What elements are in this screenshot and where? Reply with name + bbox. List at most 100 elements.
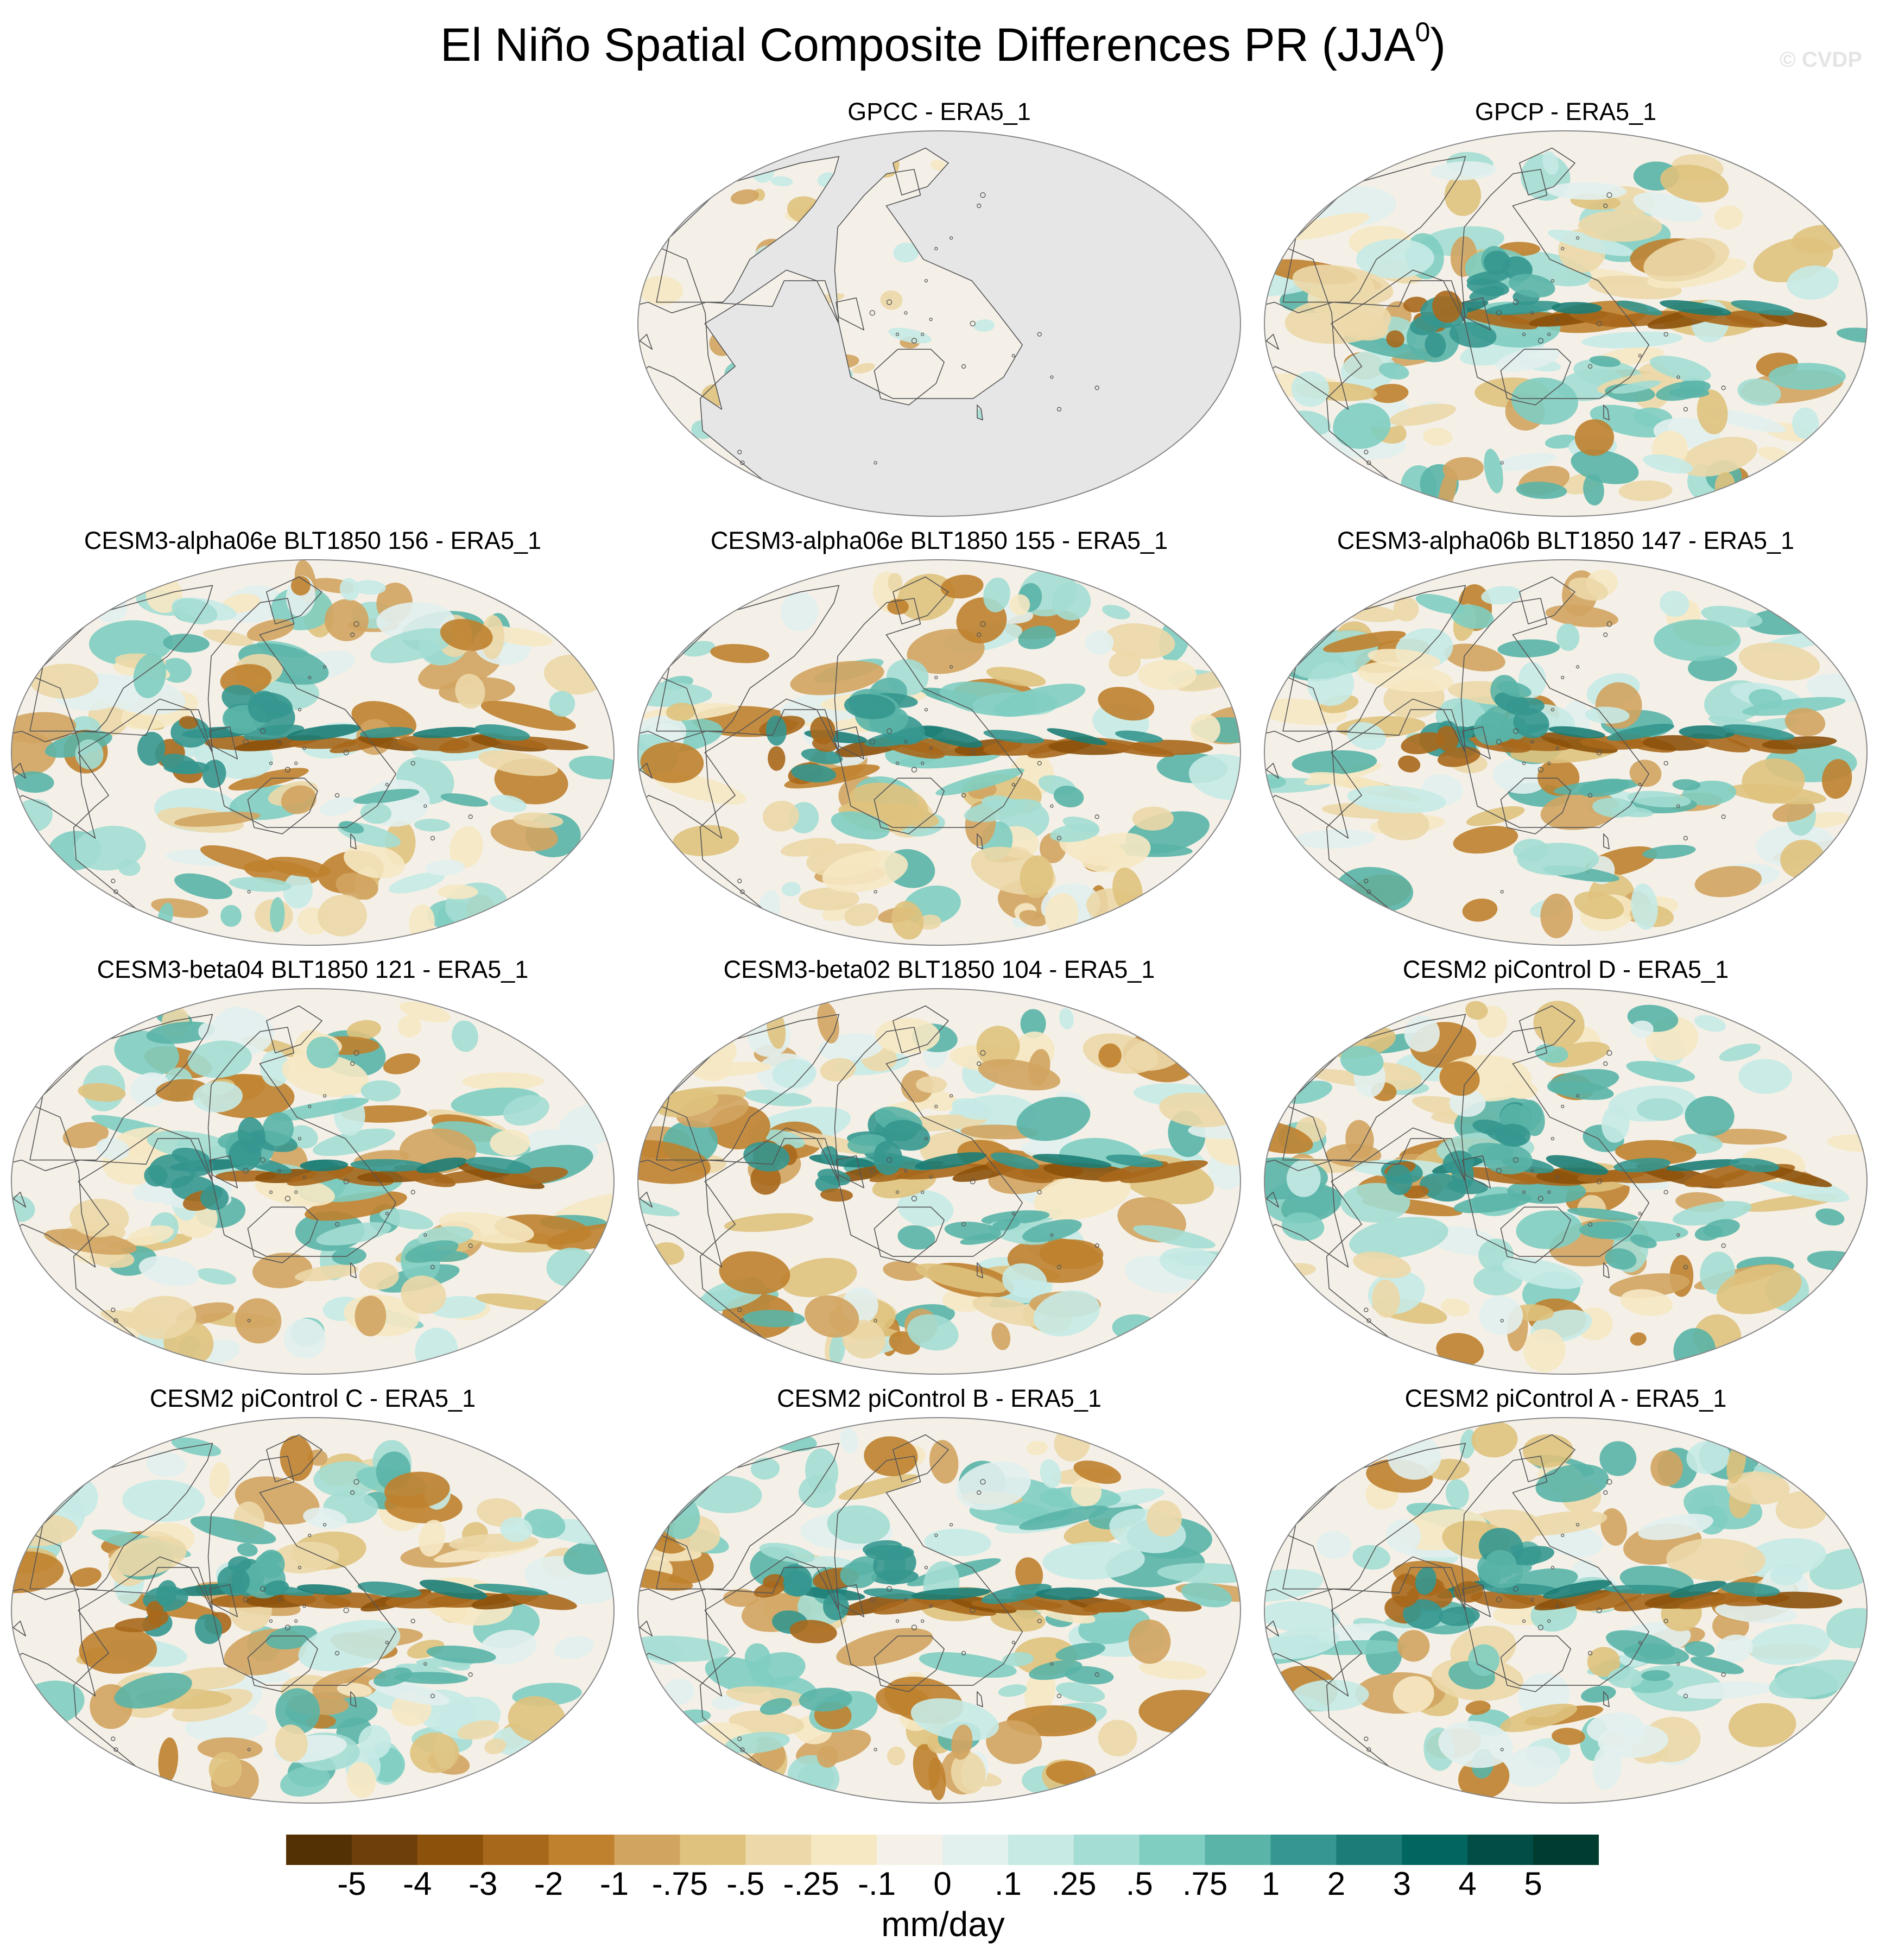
island-coastline	[1555, 1175, 1559, 1179]
anomaly-patch	[197, 1737, 263, 1760]
coastline	[1500, 1635, 1571, 1692]
anomaly-patch	[638, 1197, 680, 1217]
anomaly-patch	[1353, 1251, 1411, 1279]
anomaly-patch	[1349, 1217, 1448, 1259]
island-coastline	[322, 1094, 327, 1098]
maritime-anomaly	[1398, 755, 1421, 773]
colorbar-tick-label: 5	[1524, 1866, 1542, 1902]
island-coastline	[1496, 1168, 1502, 1174]
panel-title: CESM2 piControl C - ERA5_1	[149, 1384, 476, 1412]
island-coastline	[1550, 1136, 1555, 1141]
island-coastline	[1011, 1641, 1015, 1645]
anomaly-patch	[352, 580, 386, 595]
spcz-anomaly	[1669, 388, 1710, 399]
island-coastline	[1522, 761, 1526, 765]
map-panel-cesm3-alpha06b-147: CESM3-alpha06b BLT1850 147 - ERA5_1	[1256, 526, 1875, 954]
island-coastline	[277, 1598, 281, 1602]
itcz-wet-anomaly	[466, 1156, 531, 1174]
island-coastline	[961, 1651, 966, 1656]
anomaly-patch	[478, 750, 558, 776]
anomaly-patch	[1377, 807, 1429, 840]
map-cesm3-alpha06e-156	[11, 559, 615, 946]
island-coastline	[243, 739, 249, 745]
anomaly-patch	[1293, 829, 1376, 849]
island-coastline	[977, 1061, 982, 1066]
anomaly-patch	[781, 1257, 857, 1298]
colorbar	[286, 1835, 1599, 1865]
island-coastline	[1683, 836, 1688, 840]
island-coastline	[1056, 1264, 1062, 1269]
west-pacific-wet-anomaly	[238, 1117, 265, 1154]
anomaly-patch	[1769, 1659, 1863, 1699]
island-coastline	[961, 364, 966, 369]
island-coastline	[911, 1624, 917, 1630]
island-coastline	[886, 1586, 893, 1592]
anomaly-patch	[1660, 591, 1689, 617]
maritime-anomaly	[801, 748, 843, 764]
island-coastline	[1603, 632, 1608, 637]
anomaly-patch	[1578, 211, 1662, 242]
anomaly-patch	[916, 1076, 947, 1093]
anomaly-patch	[1650, 1450, 1683, 1487]
anomaly-patch	[1343, 334, 1429, 360]
colorbar-swatch	[745, 1835, 812, 1865]
anomaly-patch	[1620, 1289, 1673, 1316]
anomaly-patch	[710, 644, 769, 663]
maritime-anomaly	[114, 1617, 162, 1633]
island-coastline	[924, 707, 928, 712]
anomaly-patch	[490, 1129, 530, 1156]
anomaly-patch	[569, 755, 614, 780]
island-coastline	[904, 1598, 908, 1602]
island-coastline	[113, 1747, 118, 1752]
map-gpcp	[1264, 130, 1868, 517]
spcz-anomaly	[1578, 779, 1630, 797]
anomaly-patch	[1787, 265, 1839, 300]
island-coastline	[1547, 1190, 1551, 1194]
island-coastline	[740, 889, 745, 894]
island-coastline	[243, 1597, 249, 1603]
anomaly-patch	[1034, 1171, 1131, 1220]
anomaly-patch	[1495, 347, 1560, 372]
anomaly-patch	[986, 1720, 1042, 1765]
island-coastline	[353, 1479, 359, 1485]
island-coastline	[302, 1604, 306, 1608]
maritime-anomaly	[820, 1188, 853, 1202]
island-coastline	[886, 1157, 893, 1163]
anomaly-patch	[1138, 659, 1197, 690]
itcz-wet-anomaly	[357, 1581, 421, 1598]
island-coastline	[740, 1747, 745, 1752]
coastline	[836, 726, 865, 760]
island-coastline	[343, 1607, 349, 1614]
land-area	[834, 169, 1023, 399]
island-coastline	[1094, 814, 1099, 819]
island-coastline	[1094, 385, 1099, 390]
anomaly-patch	[11, 732, 56, 776]
island-coastline	[904, 740, 908, 744]
island-coastline	[1530, 311, 1534, 315]
island-coastline	[949, 665, 953, 669]
spcz-anomaly	[1607, 1667, 1643, 1689]
island-coastline	[929, 1175, 933, 1179]
anomaly-patch	[383, 1053, 420, 1074]
spcz-anomaly	[404, 1240, 459, 1263]
anomaly-patch	[1666, 1538, 1766, 1582]
anomaly-patch	[462, 1072, 544, 1090]
anomaly-patch	[1542, 151, 1559, 175]
anomaly-patch	[355, 1295, 387, 1337]
anomaly-patch	[11, 712, 77, 743]
anomaly-patch	[935, 768, 1025, 796]
anomaly-patch	[1552, 1728, 1585, 1745]
anomaly-patch	[146, 1021, 216, 1044]
anomaly-patch	[1792, 407, 1819, 439]
island-coastline	[874, 890, 877, 894]
anomaly-patch	[1397, 1630, 1430, 1662]
west-pacific-wet-anomaly	[248, 691, 280, 723]
island-coastline	[284, 1196, 291, 1202]
island-coastline	[1050, 804, 1054, 808]
colorbar-tick-label: .25	[1051, 1866, 1097, 1902]
anomaly-patch	[1826, 1608, 1867, 1648]
coastline	[11, 1556, 213, 1772]
spcz-anomaly	[1684, 1641, 1715, 1657]
coastline	[893, 1005, 949, 1054]
island-coastline	[298, 707, 302, 712]
